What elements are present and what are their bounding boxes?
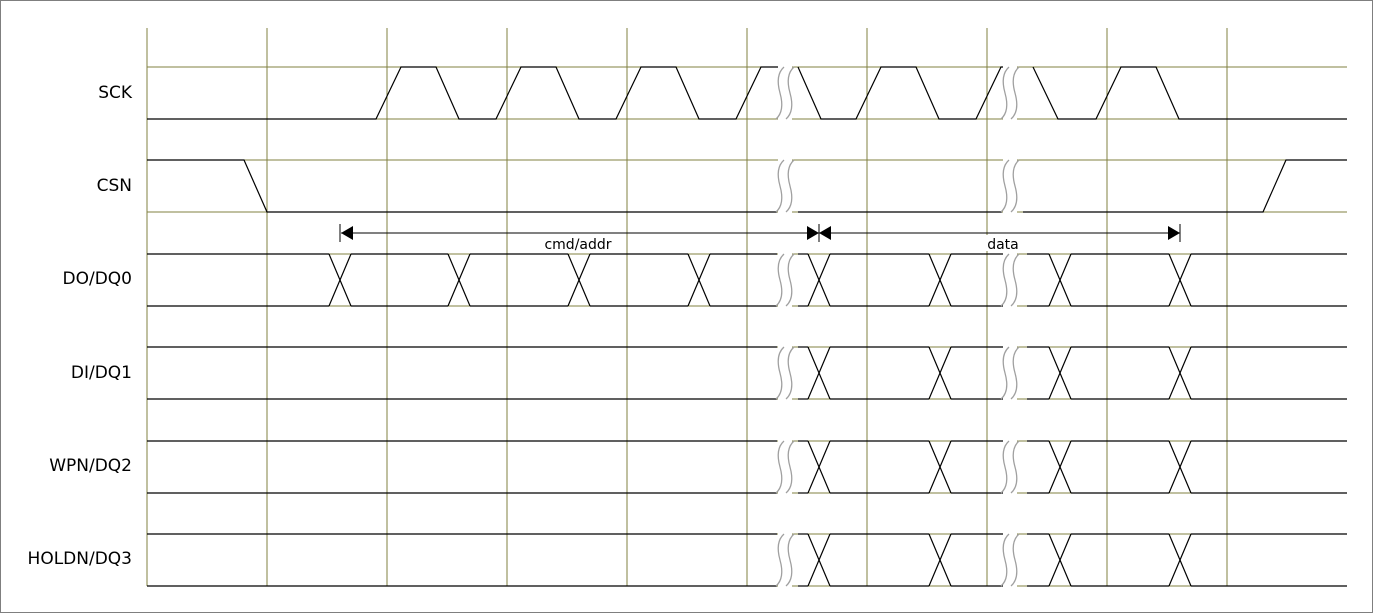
- signal-label-holdn-dq3: HOLDN/DQ3: [27, 549, 132, 569]
- break-mark: [785, 440, 795, 494]
- grid-lines: [146, 28, 1347, 587]
- break-mark: [785, 159, 795, 213]
- break-mark: [785, 253, 795, 307]
- holdn-wave-cross: [807, 533, 831, 587]
- break-mark: [1010, 253, 1020, 307]
- break-mark: [1000, 159, 1010, 213]
- csn-wave: [1023, 159, 1347, 213]
- break-mark: [1010, 66, 1020, 120]
- break-mark: [1000, 253, 1010, 307]
- data-arrow-left: [819, 226, 831, 240]
- break-mark: [785, 533, 795, 587]
- signal-label-wpn-dq2: WPN/DQ2: [49, 456, 132, 476]
- holdn-wave-cross: [1168, 533, 1192, 587]
- break-mark: [775, 66, 785, 120]
- sck-wave: [147, 66, 781, 120]
- signal-label-sck: SCK: [98, 83, 132, 103]
- holdn-wave-cross: [928, 533, 952, 587]
- holdn-wave-cross: [1048, 533, 1072, 587]
- annotations: cmd/addr data: [339, 224, 1181, 253]
- data-arrow-right: [1168, 226, 1180, 240]
- break-mark: [775, 159, 785, 213]
- di-wave-cross: [1048, 346, 1072, 400]
- do-wave-cross: [928, 253, 952, 307]
- break-mark: [775, 440, 785, 494]
- break-mark: [1000, 440, 1010, 494]
- signal-label-do-dq0: DO/DQ0: [62, 269, 133, 289]
- break-mark: [1000, 66, 1010, 120]
- do-wave-cross: [447, 253, 471, 307]
- di-wave-cross: [1168, 346, 1192, 400]
- do-wave-cross: [687, 253, 711, 307]
- cmd-addr-label-bg: [547, 235, 609, 251]
- do-wave-cross: [807, 253, 831, 307]
- sck-wave: [1032, 66, 1347, 120]
- signal-label-csn: CSN: [96, 176, 132, 196]
- break-mark: [1010, 533, 1020, 587]
- do-wave-cross: [328, 253, 352, 307]
- break-mark: [785, 346, 795, 400]
- break-mark: [775, 253, 785, 307]
- do-wave-cross: [567, 253, 591, 307]
- waveforms: [147, 66, 1347, 587]
- wpn-wave-cross: [807, 440, 831, 494]
- data-label-bg: [986, 235, 1022, 251]
- wpn-wave-cross: [1048, 440, 1072, 494]
- csn-wave: [147, 159, 777, 213]
- do-wave-cross: [1168, 253, 1192, 307]
- cmd-addr-arrow-right: [807, 226, 819, 240]
- cmd-addr-arrow-left: [341, 226, 353, 240]
- break-mark: [1010, 440, 1020, 494]
- wpn-wave-cross: [928, 440, 952, 494]
- break-mark: [1010, 346, 1020, 400]
- break-marks: [775, 65, 1020, 588]
- break-mark: [1000, 346, 1010, 400]
- signal-label-di-dq1: DI/DQ1: [70, 363, 132, 383]
- break-mark: [785, 66, 795, 120]
- di-wave-cross: [807, 346, 831, 400]
- break-mark: [1010, 159, 1020, 213]
- cmd-addr-label: cmd/addr: [544, 237, 611, 253]
- break-mark: [1000, 533, 1010, 587]
- sck-wave: [797, 66, 1011, 120]
- do-wave-cross: [1048, 253, 1072, 307]
- break-mark: [775, 533, 785, 587]
- di-wave-cross: [928, 346, 952, 400]
- wpn-wave-cross: [1168, 440, 1192, 494]
- break-mark: [775, 346, 785, 400]
- data-label: data: [987, 237, 1019, 253]
